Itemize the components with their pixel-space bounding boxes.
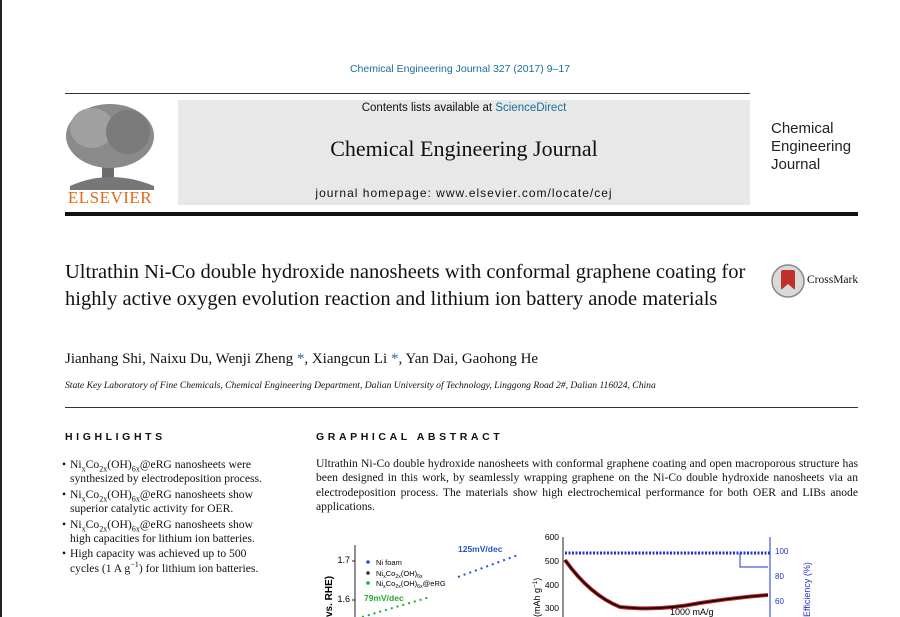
figure-text: (mAh g−1)	[532, 578, 542, 617]
rule	[65, 407, 858, 408]
figure-text: 1.6	[337, 594, 350, 604]
corresponding-mark: *	[296, 351, 305, 367]
text-run: @eRG	[423, 579, 446, 588]
text-run: @eRG nanosheets were synthesized by elec…	[70, 458, 262, 486]
highlight-item: NixCo2x(OH)6x@eRG nanosheets show superi…	[62, 488, 274, 517]
text-run: Ni	[70, 458, 82, 471]
text-run: Ni	[70, 517, 82, 531]
text-run: 6x	[417, 574, 423, 580]
author-names: , Xiangcun Li	[304, 351, 391, 367]
text-run: (OH)	[107, 517, 132, 531]
text-run: 6x	[131, 523, 140, 533]
figure-text: 100	[775, 547, 789, 556]
figure-text: 1000 mA/g	[670, 607, 714, 617]
text-run: (OH)	[107, 487, 132, 501]
sciencedirect-link[interactable]: ScienceDirect	[495, 102, 567, 114]
graphical-abstract-figure: 1.71.6vs. RHE)Ni foamNixCo2x(OH)6xNixCo2…	[324, 532, 812, 617]
text-run: 2x	[99, 523, 108, 533]
text-run: ) for lithium ion batteries.	[138, 561, 259, 575]
text-run: Ni	[70, 487, 82, 501]
elsevier-logo: ELSEVIER	[66, 104, 154, 207]
figure-text: 1.7	[337, 555, 350, 565]
rule	[65, 93, 750, 94]
journal-name: Chemical Engineering Journal	[330, 136, 598, 161]
text-run: 2x	[99, 494, 108, 504]
graphical-abstract-text: Ultrathin Ni-Co double hydroxide nanoshe…	[316, 457, 858, 514]
text-run: (OH)	[107, 458, 132, 471]
figure-text: 500	[545, 556, 559, 566]
logo-line: Chemical	[771, 120, 834, 137]
author-names: , Yan Dai, Gaohong He	[398, 351, 539, 367]
journal-logo: Chemical Engineering Journal	[771, 120, 851, 174]
text-run: 2x	[395, 584, 401, 590]
text-run: Co	[85, 458, 100, 471]
text-run: 6x	[131, 494, 140, 504]
text-run: Ni	[376, 569, 383, 578]
thick-rule	[65, 212, 858, 216]
highlight-item: NixCo2x(OH)6x@eRG nanosheets show high c…	[62, 518, 274, 547]
publisher: ELSEVIER	[68, 188, 152, 207]
text-run: )	[532, 578, 542, 581]
text-run: −1	[532, 580, 539, 588]
figure-text: 79mV/dec	[364, 593, 404, 603]
text-run: Co	[386, 579, 396, 588]
highlights-heading: HIGHLIGHTS	[65, 431, 166, 443]
text-run: 6x	[131, 464, 140, 474]
graphical-abstract-heading: GRAPHICAL ABSTRACT	[316, 431, 504, 443]
article-title: Ultrathin Ni-Co double hydroxide nanoshe…	[65, 261, 746, 310]
crossmark-icon[interactable]	[770, 263, 806, 299]
highlight-item: High capacity was achieved up to 500 cyc…	[62, 547, 274, 576]
figure-text: 125mV/dec	[458, 544, 503, 554]
crossmark-label[interactable]: CrossMark	[807, 274, 859, 286]
affiliation: State Key Laboratory of Fine Chemicals, …	[65, 380, 656, 391]
text-run: @eRG nanosheets show superior catalytic …	[70, 487, 253, 516]
highlight-item: NixCo2x(OH)6x@eRG nanosheets were synthe…	[62, 458, 274, 487]
figure-text: 400	[545, 580, 559, 590]
highlights-list: NixCo2x(OH)6x@eRG nanosheets were synthe…	[62, 458, 274, 577]
logo-line: Engineering	[771, 138, 852, 155]
figure-text: Ni foam	[376, 558, 402, 567]
citation: Chemical Engineering Journal 327 (2017) …	[349, 63, 571, 75]
corresponding-mark: *	[390, 351, 399, 367]
logo-line: Journal	[771, 156, 821, 173]
text-run: 2x	[395, 574, 401, 580]
figure-text: 60	[775, 597, 784, 606]
figure-text: vs. RHE)	[324, 576, 335, 617]
page-edge	[0, 0, 2, 617]
text-run: −1	[130, 559, 139, 569]
figure-text: 600	[545, 532, 559, 542]
homepage: journal homepage: www.elsevier.com/locat…	[315, 186, 613, 200]
text-run: 6x	[417, 584, 423, 590]
figure-text: NixCo2x(OH)6x@eRG	[376, 579, 446, 590]
figure-text: Efficiency (%)	[802, 562, 812, 617]
text-run: Co	[386, 569, 396, 578]
text-run: Co	[85, 487, 100, 501]
text-run: x	[81, 464, 86, 474]
authors: Jianhang Shi, Naixu Du, Wenji Zheng *, X…	[65, 351, 538, 368]
text-run: x	[81, 523, 86, 533]
text-run: x	[383, 574, 386, 580]
contents-line: Contents lists available at ScienceDirec…	[178, 102, 750, 114]
text-run: (OH)	[401, 569, 418, 578]
text-run: (OH)	[401, 579, 418, 588]
text-run: High capacity was achieved up to 500 cyc…	[70, 547, 247, 575]
text-run: (mAh g	[532, 588, 542, 617]
text-run: x	[81, 494, 86, 504]
contents-prefix: Contents lists available at	[361, 102, 496, 114]
text-run: 2x	[99, 464, 108, 474]
figure-text: NixCo2x(OH)6x	[376, 569, 423, 580]
figure-text: 80	[775, 572, 784, 581]
text-run: Ni foam	[376, 558, 402, 567]
figure-text: 300	[545, 603, 559, 613]
author-names: Jianhang Shi, Naixu Du, Wenji Zheng	[65, 351, 297, 367]
text-run: x	[383, 584, 386, 590]
text-run: @eRG nanosheets show high capacities for…	[70, 517, 255, 546]
text-run: Co	[85, 517, 100, 531]
journal-banner	[178, 100, 750, 205]
text-run: Ni	[376, 579, 383, 588]
